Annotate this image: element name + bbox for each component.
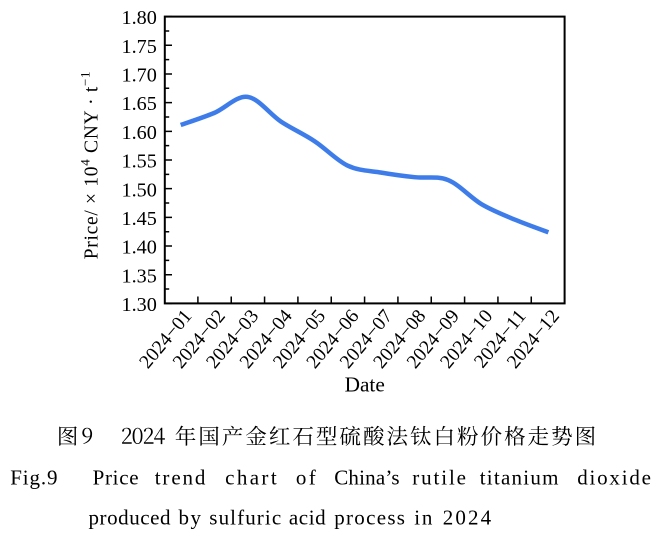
svg-text:acid: acid bbox=[289, 506, 326, 530]
svg-text:dioxide: dioxide bbox=[577, 465, 653, 489]
svg-text:in: in bbox=[414, 506, 434, 530]
svg-text:1.30: 1.30 bbox=[121, 294, 156, 316]
svg-text:Price: Price bbox=[93, 465, 140, 489]
svg-text:Fig.9: Fig.9 bbox=[10, 465, 58, 489]
svg-text:1.50: 1.50 bbox=[121, 179, 156, 201]
svg-text:China’s: China’s bbox=[334, 465, 400, 489]
svg-text:process: process bbox=[334, 506, 406, 530]
svg-text:1.80: 1.80 bbox=[121, 7, 156, 29]
svg-text:rutile: rutile bbox=[412, 465, 468, 489]
svg-text:chart: chart bbox=[225, 465, 279, 489]
svg-text:1.35: 1.35 bbox=[121, 265, 156, 287]
svg-text:Date: Date bbox=[345, 373, 385, 397]
svg-text:titanium: titanium bbox=[480, 465, 560, 489]
svg-text:trend: trend bbox=[155, 465, 208, 489]
svg-text:1.65: 1.65 bbox=[121, 93, 156, 115]
svg-text:produced: produced bbox=[89, 506, 172, 530]
svg-text:1.70: 1.70 bbox=[121, 65, 156, 87]
svg-text:2024: 2024 bbox=[443, 506, 493, 530]
svg-text:of: of bbox=[296, 465, 318, 489]
svg-text:1.45: 1.45 bbox=[121, 208, 156, 230]
svg-text:sulfuric: sulfuric bbox=[209, 506, 282, 530]
svg-text:1.75: 1.75 bbox=[121, 36, 156, 58]
svg-text:by: by bbox=[179, 506, 203, 530]
svg-text:1.55: 1.55 bbox=[121, 151, 156, 173]
svg-text:1.40: 1.40 bbox=[121, 237, 156, 259]
svg-text:1.60: 1.60 bbox=[121, 122, 156, 144]
